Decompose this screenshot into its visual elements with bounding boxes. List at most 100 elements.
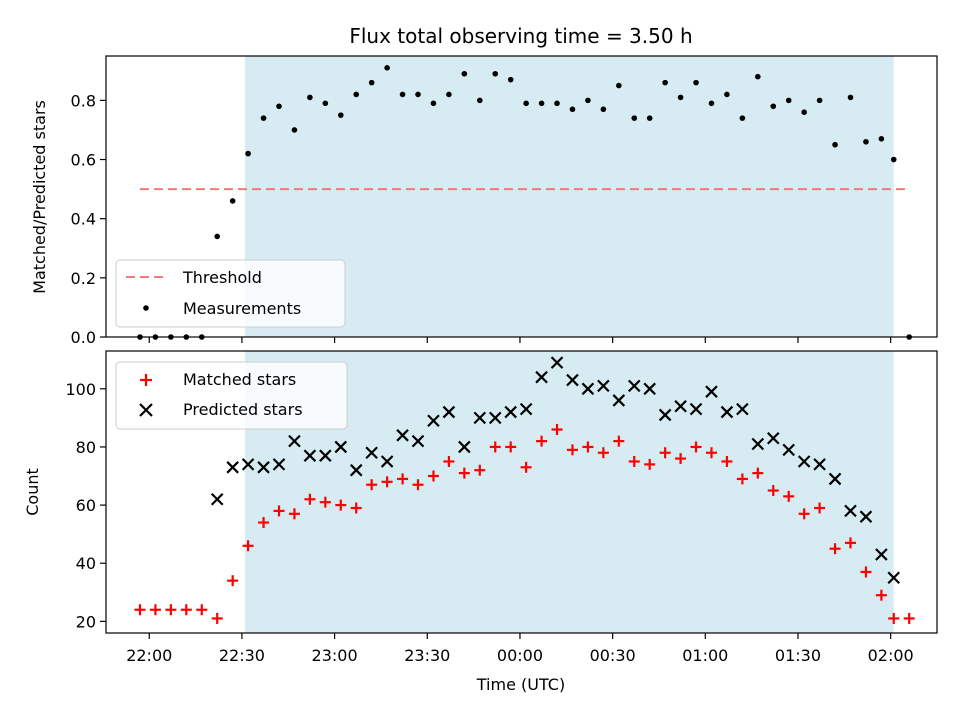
predicted-star-point — [813, 458, 826, 471]
predicted-star-point — [272, 458, 286, 471]
y-tick-label: 0.6 — [71, 151, 96, 170]
matched-star-point — [196, 604, 208, 616]
x-tick-label: 22:00 — [126, 646, 172, 665]
ratio-y-axis-label: Matched/Predicted stars — [30, 100, 49, 294]
predicted-star-point — [411, 434, 425, 448]
predicted-star-point — [288, 434, 301, 448]
matched-star-point — [211, 612, 223, 624]
measurement-points — [137, 65, 912, 340]
predicted-star-point — [566, 373, 579, 387]
matched-star-point — [350, 502, 362, 514]
matched-star-point — [288, 508, 300, 520]
matched-star-point — [443, 455, 455, 467]
predicted-star-point — [550, 356, 564, 369]
predicted-star-point — [210, 492, 224, 506]
ratio-x-ticks — [148, 337, 892, 343]
predicted-star-point — [627, 379, 641, 393]
matched-star-point — [845, 537, 857, 549]
measurement-point — [585, 97, 591, 104]
matched-star-point — [273, 505, 285, 517]
ratio-plot-frame — [105, 55, 938, 338]
x-tick-label: 23:00 — [312, 646, 358, 665]
matched-star-point — [366, 479, 378, 491]
measurements-legend-swatch — [143, 305, 149, 311]
measurement-point — [816, 97, 823, 104]
chart-title: Flux total observing time = 3.50 h — [349, 24, 692, 48]
measurement-point — [677, 94, 684, 101]
predicted-star-point — [442, 405, 456, 419]
count-observing-window — [245, 351, 894, 633]
measurement-point — [353, 91, 360, 98]
predicted-star-point — [427, 414, 440, 428]
predicted-star-point — [720, 405, 734, 419]
x-tick-label: 22:30 — [219, 646, 265, 665]
matched-star-point — [705, 447, 717, 459]
predicted-star-point — [488, 411, 502, 425]
predicted-star-point — [736, 402, 749, 416]
matched-star-point — [814, 502, 826, 514]
matched-star-point — [767, 485, 779, 497]
matched-star-point — [721, 455, 733, 467]
matched-stars-points — [134, 423, 915, 624]
measurement-point — [368, 79, 375, 86]
matched-star-point — [659, 447, 671, 459]
predicted-star-point — [226, 461, 239, 474]
predicted-star-point — [643, 382, 656, 396]
measurement-point — [538, 100, 545, 107]
predicted-stars-legend-swatch — [139, 403, 153, 417]
predicted-star-point — [658, 408, 672, 422]
measurement-point — [863, 138, 869, 145]
matched-star-point — [258, 517, 270, 529]
threshold-legend-label: Threshold — [182, 268, 262, 287]
matched-star-point — [783, 490, 795, 502]
matched-star-point — [520, 461, 532, 473]
matched-star-point — [381, 476, 393, 488]
measurement-point — [461, 70, 468, 77]
matched-star-point — [829, 543, 841, 555]
measurement-point — [693, 79, 699, 86]
predicted-star-point — [689, 402, 703, 416]
measurement-point — [801, 109, 807, 115]
matched-star-point — [489, 441, 501, 453]
x-tick-label: 01:30 — [775, 646, 821, 665]
matched-star-point — [675, 453, 687, 465]
predicted-star-point — [473, 411, 487, 425]
matched-star-point — [227, 575, 239, 587]
ratio-panel: 0.00.20.40.60.8 Matched/Predicted stars … — [30, 55, 938, 347]
predicted-star-point — [319, 449, 332, 462]
matched-star-point — [860, 566, 872, 578]
measurement-point — [890, 156, 897, 163]
measurement-point — [214, 233, 221, 240]
matched-star-point — [180, 604, 192, 616]
measurement-point — [569, 106, 576, 113]
measurement-point — [832, 141, 838, 148]
matched-star-point — [903, 612, 915, 624]
predicted-star-point — [705, 385, 718, 398]
predicted-star-point — [875, 548, 888, 561]
measurement-point — [384, 65, 390, 71]
y-tick-label: 0.4 — [71, 210, 96, 229]
measurement-point — [276, 103, 282, 110]
predicted-star-point — [349, 463, 363, 477]
measurement-point — [708, 100, 715, 107]
y-tick-label: 20 — [76, 612, 96, 631]
predicted-star-point — [674, 399, 687, 413]
measurement-point — [492, 70, 499, 77]
predicted-star-point — [535, 370, 548, 384]
measurement-point — [523, 100, 529, 107]
predicted-star-point — [887, 571, 901, 585]
predicted-star-point — [257, 461, 270, 474]
measurement-point — [631, 115, 638, 121]
measurement-point — [600, 106, 607, 113]
count-y-ticks: 20 40 60 80 100 — [65, 380, 106, 631]
matched-star-point — [628, 455, 640, 467]
count-legend: Matched stars Predicted stars — [115, 361, 348, 430]
predicted-star-point — [751, 437, 765, 451]
matched-star-point — [582, 441, 594, 453]
measurement-point — [662, 79, 668, 86]
measurement-point — [291, 127, 298, 133]
measurement-point — [229, 198, 236, 204]
measurement-point — [446, 91, 452, 98]
count-y-axis-label: Count — [23, 468, 42, 516]
measurement-point — [616, 82, 622, 89]
